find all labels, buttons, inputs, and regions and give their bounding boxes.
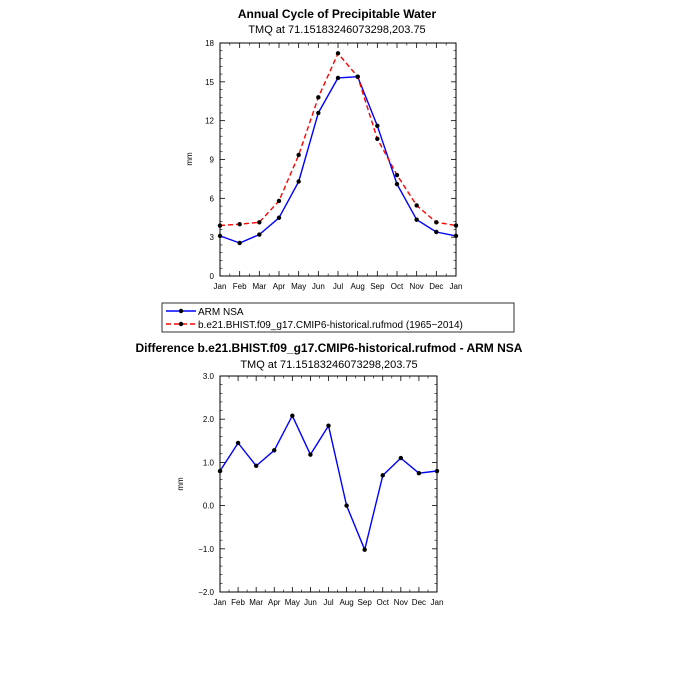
data-point [335, 51, 341, 56]
data-point [416, 471, 422, 476]
x-tick-label: Oct [391, 282, 404, 291]
x-tick-label: May [291, 282, 306, 291]
x-tick-label: Nov [410, 282, 424, 291]
data-point [217, 223, 223, 228]
data-point [276, 215, 282, 220]
data-point [237, 240, 242, 246]
legend-marker-arm [178, 308, 184, 314]
legend-marker-model [178, 321, 184, 327]
y-tick-label: 6 [210, 194, 215, 203]
data-point [394, 181, 400, 187]
panel-annual-cycle: Annual Cycle of Precipitable Water TMQ a… [185, 7, 462, 291]
data-point [398, 455, 404, 461]
x-tick-label: Jan [431, 598, 444, 607]
x-tick-label: Jul [323, 598, 333, 607]
panel-difference: Difference b.e21.BHIST.f09_g17.CMIP6-his… [136, 341, 523, 607]
x-tick-label: Dec [412, 598, 426, 607]
data-point [316, 110, 321, 116]
data-point [253, 463, 259, 469]
chart-title: Annual Cycle of Precipitable Water [238, 7, 437, 21]
x-tick-label: Jun [304, 598, 317, 607]
x-tick-label: Sep [358, 598, 373, 607]
x-tick-label: Feb [231, 598, 245, 607]
y-tick-label: 0 [210, 272, 215, 281]
data-point [296, 152, 301, 158]
data-point [296, 179, 301, 184]
data-point [394, 172, 400, 178]
chart-title: Difference b.e21.BHIST.f09_g17.CMIP6-his… [136, 341, 523, 355]
x-tick-label: Jan [214, 598, 227, 607]
x-tick-label: Apr [273, 282, 286, 291]
y-tick-label: −1.0 [198, 545, 214, 554]
x-tick-label: Jan [214, 282, 227, 291]
x-tick-label: May [285, 598, 300, 607]
x-tick-label: Jun [312, 282, 325, 291]
legend: ARM NSA b.e21.BHIST.f09_g17.CMIP6-histor… [161, 302, 515, 333]
x-tick-label: Dec [429, 282, 443, 291]
data-point [316, 95, 321, 100]
x-tick-label: Nov [394, 598, 408, 607]
chart-subtitle: TMQ at 71.15183246073298,203.75 [240, 359, 417, 371]
data-point [326, 423, 331, 428]
x-tick-label: Mar [252, 282, 266, 291]
data-point [380, 473, 385, 478]
x-tick-label: Apr [268, 598, 281, 607]
x-tick-label: Aug [351, 282, 365, 291]
y-tick-label: 3.0 [203, 372, 215, 381]
y-tick-label: 2.0 [203, 415, 215, 424]
series-line-primary [219, 415, 438, 551]
x-tick-label: Jul [333, 282, 343, 291]
data-point [276, 198, 282, 204]
legend-label-arm: ARM NSA [198, 307, 244, 318]
data-point [375, 123, 380, 129]
y-tick-label: 3 [210, 233, 215, 242]
data-point [362, 547, 367, 552]
y-axis-label: mm [176, 477, 185, 491]
y-tick-label: 9 [210, 156, 215, 165]
data-point [257, 232, 262, 237]
y-tick-label: 1.0 [203, 458, 215, 467]
x-tick-label: Sep [370, 282, 385, 291]
data-point [434, 468, 440, 474]
data-point [355, 74, 360, 79]
y-tick-label: 18 [205, 39, 214, 48]
x-tick-label: Aug [339, 598, 353, 607]
data-point [434, 229, 439, 235]
y-tick-label: −2.0 [198, 588, 214, 597]
x-tick-label: Jan [450, 282, 463, 291]
legend-label-model: b.e21.BHIST.f09_g17.CMIP6-historical.ruf… [198, 320, 463, 331]
data-point [335, 75, 341, 81]
data-point [434, 220, 439, 225]
data-point [453, 233, 459, 239]
data-point [414, 203, 419, 208]
series-line-primary [219, 75, 457, 244]
data-point [414, 217, 419, 222]
data-point [237, 222, 242, 227]
data-point [453, 223, 459, 228]
data-point [272, 448, 277, 453]
data-point [235, 440, 241, 446]
y-axis-label: mm [185, 152, 194, 166]
data-point [217, 468, 223, 474]
data-point [257, 220, 262, 225]
data-point [217, 233, 223, 239]
legend-box [161, 302, 515, 333]
y-tick-label: 0.0 [203, 502, 215, 511]
data-point [290, 413, 295, 418]
y-tick-label: 12 [205, 117, 214, 126]
y-tick-label: 15 [205, 78, 214, 87]
data-point [375, 136, 380, 141]
x-tick-label: Mar [249, 598, 263, 607]
plot-frame [219, 375, 438, 593]
data-point [344, 503, 349, 508]
data-point [308, 452, 313, 457]
chart-subtitle: TMQ at 71.15183246073298,203.75 [248, 24, 425, 36]
x-tick-label: Oct [377, 598, 390, 607]
x-tick-label: Feb [233, 282, 247, 291]
